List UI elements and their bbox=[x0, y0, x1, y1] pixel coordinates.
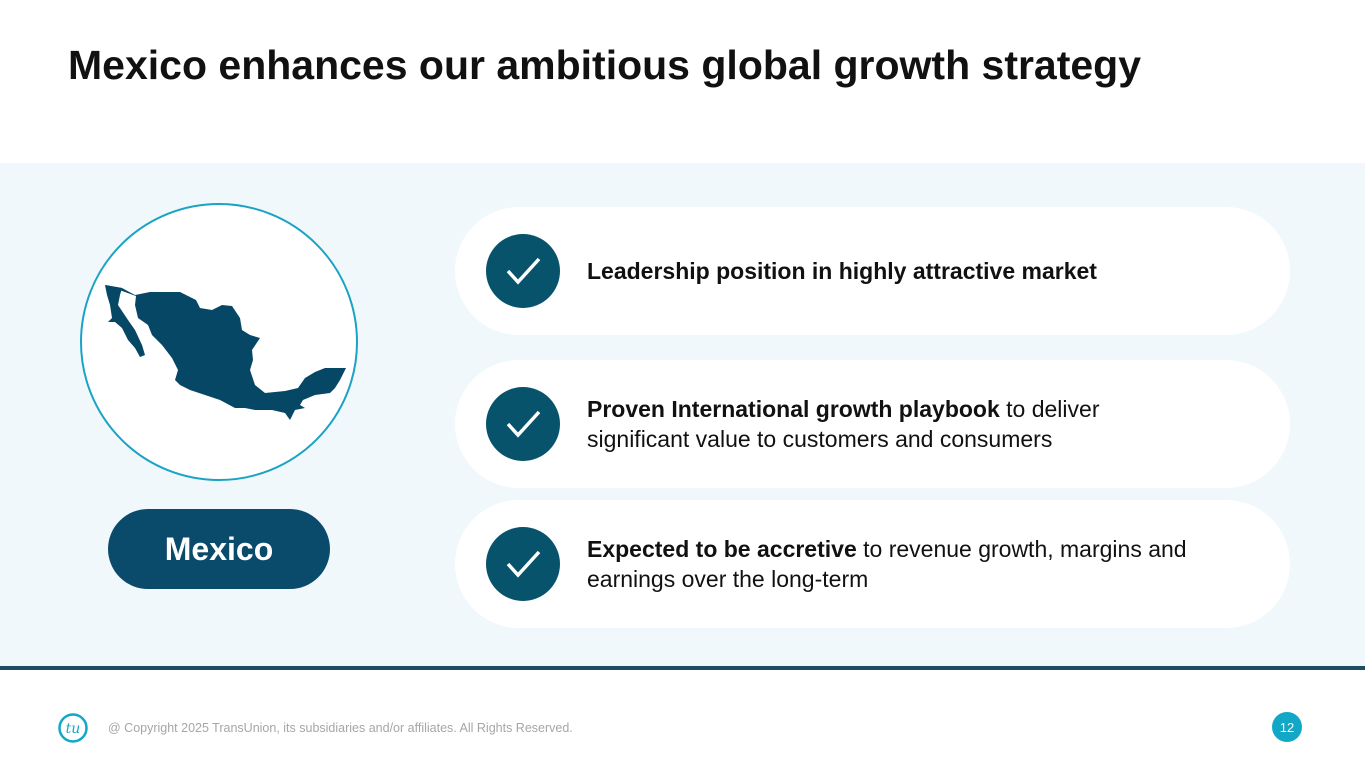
page-number: 12 bbox=[1272, 712, 1302, 742]
point-card-2: Proven International growth playbook to … bbox=[455, 360, 1290, 488]
check-icon bbox=[486, 387, 560, 461]
point-card-3: Expected to be accretive to revenue grow… bbox=[455, 500, 1290, 628]
transunion-logo: tu bbox=[58, 713, 88, 743]
point-text-2: Proven International growth playbook to … bbox=[587, 396, 1100, 452]
country-label: Mexico bbox=[108, 509, 330, 589]
copyright-text: @ Copyright 2025 TransUnion, its subsidi… bbox=[108, 721, 573, 735]
divider-line bbox=[0, 666, 1365, 670]
point-card-1: Leadership position in highly attractive… bbox=[455, 207, 1290, 335]
svg-text:tu: tu bbox=[66, 721, 81, 737]
point-text-3: Expected to be accretive to revenue grow… bbox=[587, 536, 1187, 592]
slide-title: Mexico enhances our ambitious global gro… bbox=[68, 42, 1142, 88]
point-text-1: Leadership position in highly attractive… bbox=[587, 258, 1097, 284]
mexico-map-icon bbox=[105, 285, 346, 420]
check-icon bbox=[486, 234, 560, 308]
check-icon bbox=[486, 527, 560, 601]
map-circle bbox=[80, 203, 358, 481]
